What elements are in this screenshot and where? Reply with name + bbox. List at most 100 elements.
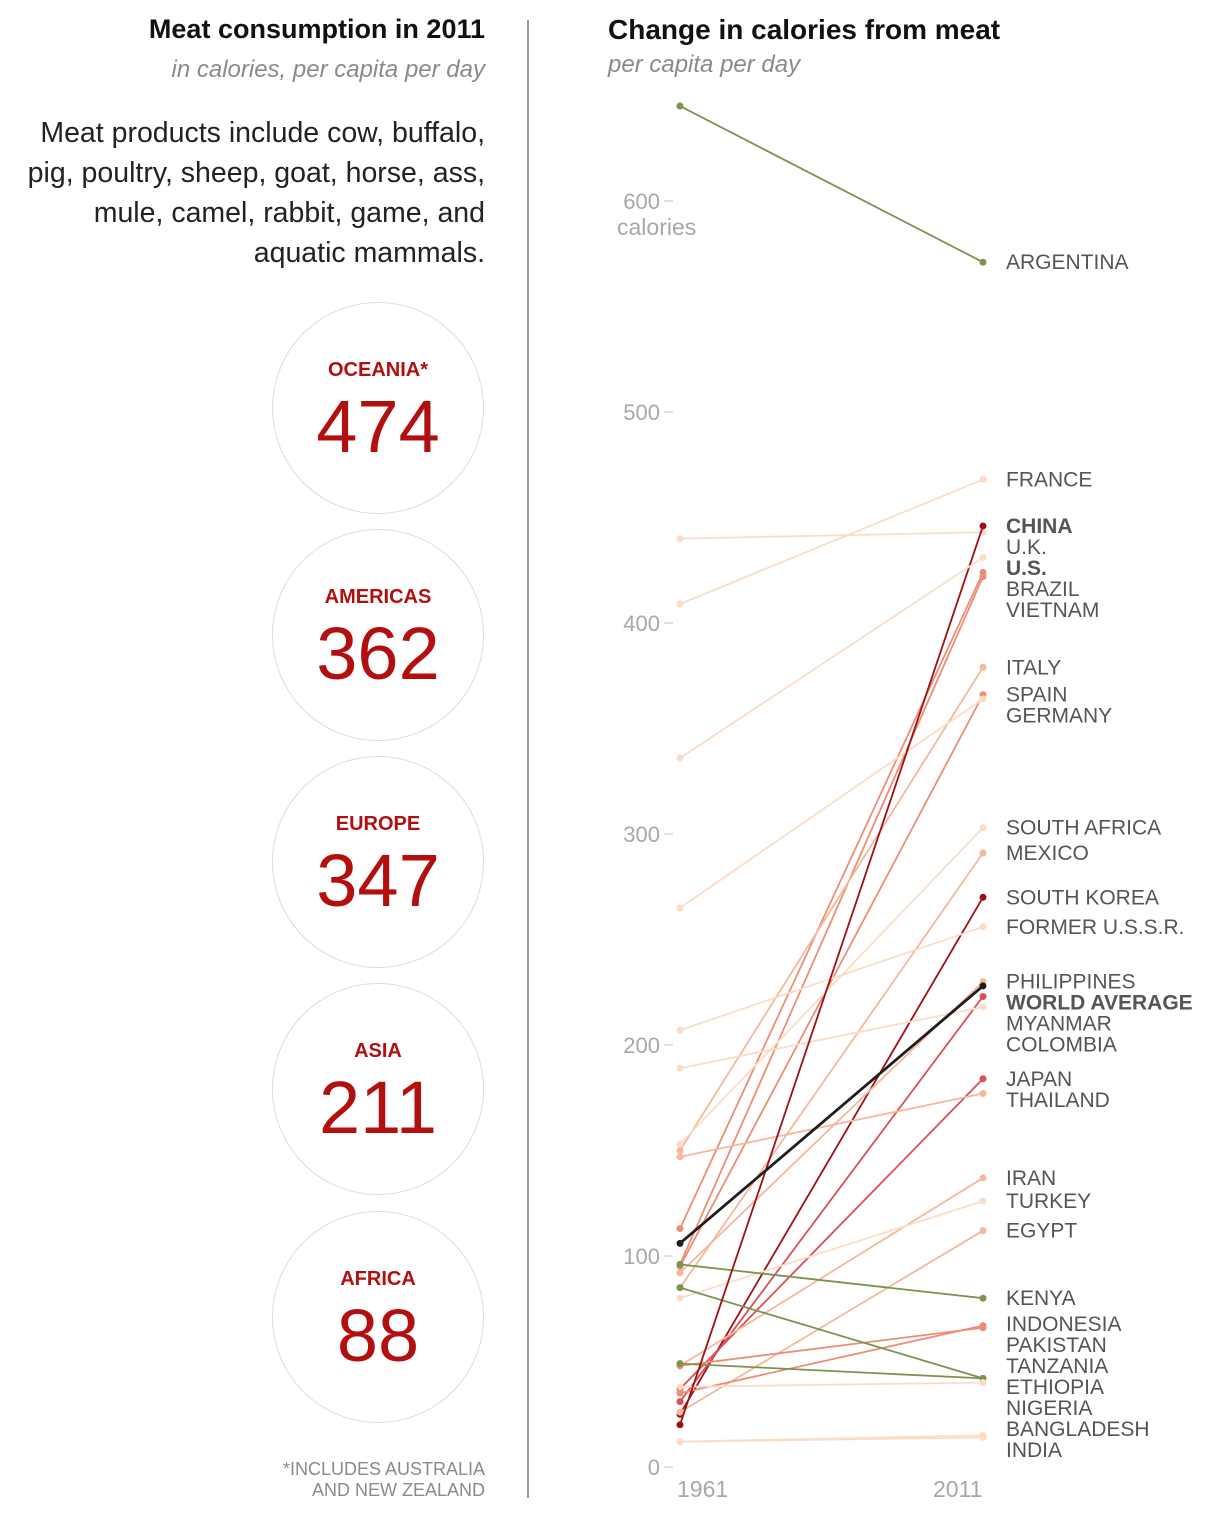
label-india: INDIA (1006, 1439, 1062, 1462)
point-2011-italy (979, 663, 987, 671)
series-line-world-average (679, 984, 984, 1245)
label-egypt: EGYPT (1006, 1220, 1077, 1243)
region-circle-americas: AMERICAS 362 (272, 529, 484, 741)
footnote-line: AND NEW ZEALAND (311, 1480, 485, 1500)
series-line-turkey (679, 1200, 984, 1300)
series-line-argentina (679, 105, 984, 263)
series-line-italy (679, 666, 984, 1151)
series-line-vietnam (679, 576, 984, 1265)
left-panel: Meat consumption in 2011 in calories, pe… (0, 0, 485, 1520)
region-value: 347 (316, 839, 440, 922)
label-tanzania: TANZANIA (1006, 1355, 1108, 1378)
region-circle-europe: EUROPE 347 (272, 756, 484, 968)
point-2011-colombia (979, 1003, 987, 1011)
point-2011-former-u-s-s-r (979, 923, 987, 931)
point-2011-south-africa (979, 824, 987, 832)
point-2011-nigeria (979, 1379, 987, 1387)
label-colombia: COLOMBIA (1006, 1034, 1117, 1057)
label-ethiopia: ETHIOPIA (1006, 1376, 1104, 1399)
point-2011-mexico (979, 849, 987, 857)
series-line-china (679, 525, 984, 1426)
region-value: 211 (319, 1066, 437, 1149)
point-1961-india (676, 1438, 684, 1446)
y-axis-unit-label: calories (617, 214, 696, 240)
y-tick-label: 400 (623, 611, 660, 636)
region-value: 88 (336, 1294, 420, 1377)
left-title: Meat consumption in 2011 (148, 14, 485, 44)
point-1961-myanmar (676, 1398, 684, 1406)
label-indonesia: INDONESIA (1006, 1313, 1122, 1336)
point-1961-u-s (676, 754, 684, 762)
series-line-south-africa (679, 827, 984, 1145)
y-tick-label: 500 (623, 400, 660, 425)
point-1961-italy (676, 1147, 684, 1154)
series-line-colombia (679, 1006, 984, 1070)
point-1961-former-u-s-s-r (676, 1026, 684, 1034)
point-2011-egypt (979, 1227, 987, 1235)
label-u-s: U.S. (1006, 557, 1047, 580)
label-brazil: BRAZIL (1006, 578, 1080, 601)
series-line-ethiopia (679, 1286, 984, 1380)
series-line-india (679, 1436, 984, 1443)
series-line-myanmar (679, 995, 984, 1403)
point-1961-brazil (676, 1225, 684, 1233)
label-south-africa: SOUTH AFRICA (1006, 817, 1161, 840)
point-1961-south-africa (676, 1140, 684, 1148)
point-2011-iran (979, 1174, 987, 1182)
point-1961-kenya (676, 1260, 684, 1268)
point-1961-france (676, 600, 684, 608)
label-myanmar: MYANMAR (1006, 1013, 1112, 1036)
region-value: 362 (316, 612, 440, 695)
series-line-brazil (679, 571, 984, 1229)
region-value: 474 (316, 385, 440, 468)
series-line-nigeria (679, 1381, 984, 1388)
label-germany: GERMANY (1006, 705, 1112, 728)
footnote-line: *INCLUDES AUSTRALIA (282, 1459, 485, 1479)
series-line-japan (679, 1078, 984, 1390)
region-name: AFRICA (340, 1268, 416, 1290)
label-italy: ITALY (1006, 656, 1061, 679)
point-1961-philippines (676, 1269, 684, 1277)
label-kenya: KENYA (1006, 1287, 1076, 1310)
series-line-former-u-s-s-r (679, 925, 984, 1032)
series-line-thailand (679, 1092, 984, 1158)
point-1961-tanzania (676, 1360, 684, 1368)
point-2011-pakistan (979, 1324, 987, 1332)
point-2011-india (979, 1433, 987, 1441)
series-line-u-k (679, 531, 984, 540)
x-label-2011: 2011 (933, 1476, 982, 1502)
divider (527, 20, 529, 1498)
point-2011-south-korea (979, 893, 987, 901)
region-name: EUROPE (335, 813, 421, 835)
point-2011-turkey (979, 1197, 987, 1205)
point-2011-france (979, 476, 987, 484)
series-line-mexico (679, 852, 984, 1289)
region-circle-oceania: OCEANIA* 474 (272, 302, 484, 514)
point-2011-argentina (979, 258, 987, 266)
point-1961-colombia (676, 1064, 684, 1072)
point-2011-thailand (979, 1090, 987, 1098)
point-1961-china (676, 1421, 684, 1429)
series-line-germany (679, 698, 984, 909)
point-1961-nigeria (676, 1383, 684, 1391)
point-1961-ethiopia (676, 1284, 684, 1292)
label-pakistan: PAKISTAN (1006, 1334, 1107, 1357)
region-name: AMERICAS (324, 586, 432, 608)
point-1961-world-average (676, 1239, 684, 1247)
point-2011-kenya (979, 1294, 987, 1302)
label-china: CHINA (1006, 515, 1073, 538)
point-1961-germany (676, 904, 684, 912)
label-bangladesh: BANGLADESH (1006, 1418, 1150, 1441)
point-1961-egypt (676, 1408, 684, 1416)
y-tick-label: 100 (623, 1244, 660, 1269)
label-spain: SPAIN (1006, 684, 1067, 707)
label-mexico: MEXICO (1006, 842, 1089, 865)
point-2011-world-average (979, 982, 987, 990)
label-argentina: ARGENTINA (1006, 251, 1129, 274)
label-world-average: WORLD AVERAGE (1006, 992, 1193, 1015)
footnote: *INCLUDES AUSTRALIA AND NEW ZEALAND (185, 1459, 485, 1501)
left-subtitle: in calories, per capita per day (171, 56, 486, 83)
label-philippines: PHILIPPINES (1006, 971, 1136, 994)
series-line-spain (679, 694, 984, 1267)
y-tick-label: 600 (623, 189, 660, 214)
